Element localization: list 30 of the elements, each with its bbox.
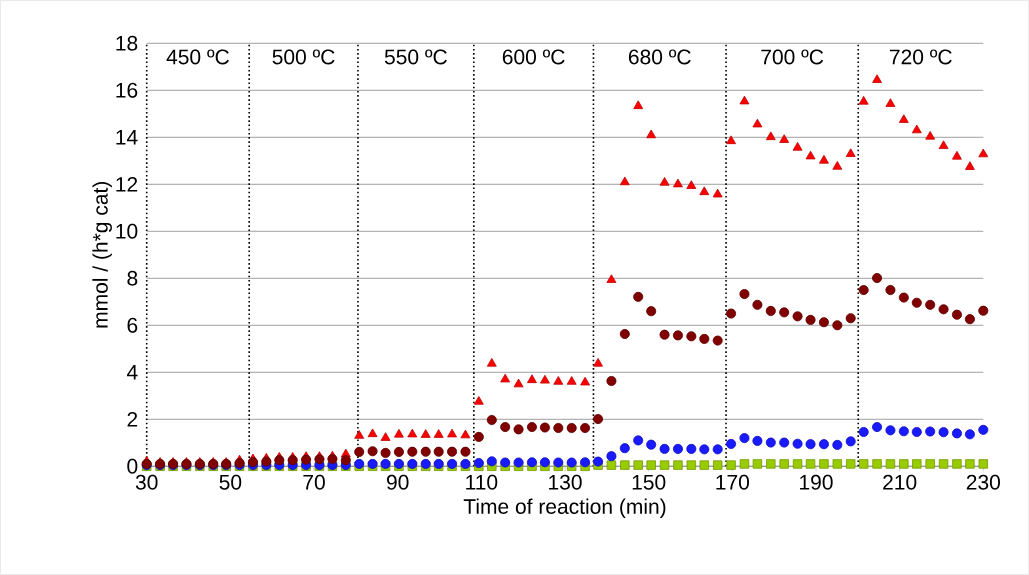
ref-line-label: 700 ºC	[761, 49, 824, 65]
y-tick-label: 18	[116, 35, 138, 51]
x-tick-label: 130	[549, 474, 582, 490]
y-axis-title: mmol / (h*g cat)	[92, 182, 112, 328]
x-tick-label: 70	[303, 474, 325, 490]
x-tick-label: 50	[219, 474, 242, 490]
y-tick-label: 12	[116, 176, 138, 192]
y-tick-label: 10	[116, 223, 138, 239]
x-axis-title: Time of reaction (min)	[463, 498, 666, 519]
y-tick-label: 16	[116, 82, 138, 98]
ref-line-label: 550 ºC	[384, 49, 447, 65]
y-tick-label: 6	[127, 317, 138, 333]
x-tick-label: 30	[135, 474, 158, 490]
x-tick-label: 210	[883, 474, 917, 490]
x-tick-label: 90	[387, 474, 409, 490]
y-tick-label: 14	[116, 130, 138, 145]
ref-line-label: 450 ºC	[166, 49, 229, 65]
y-tick-label: 4	[126, 365, 138, 380]
x-tick-label: 150	[632, 474, 666, 490]
ref-line-label: 680 ºC	[628, 49, 691, 65]
x-tick-label: 110	[466, 474, 498, 490]
ref-line-label: 600 ºC	[502, 49, 565, 65]
y-tick-label: 0	[127, 458, 138, 474]
x-tick-label: 170	[716, 474, 750, 490]
ref-line-label: 500 ºC	[272, 49, 335, 65]
x-tick-label: 190	[800, 474, 833, 490]
x-tick-label: 230	[966, 474, 1000, 490]
y-tick-label: 2	[127, 411, 138, 427]
ref-line-label: 720 ºC	[889, 49, 952, 65]
y-tick-label: 8	[127, 270, 138, 286]
